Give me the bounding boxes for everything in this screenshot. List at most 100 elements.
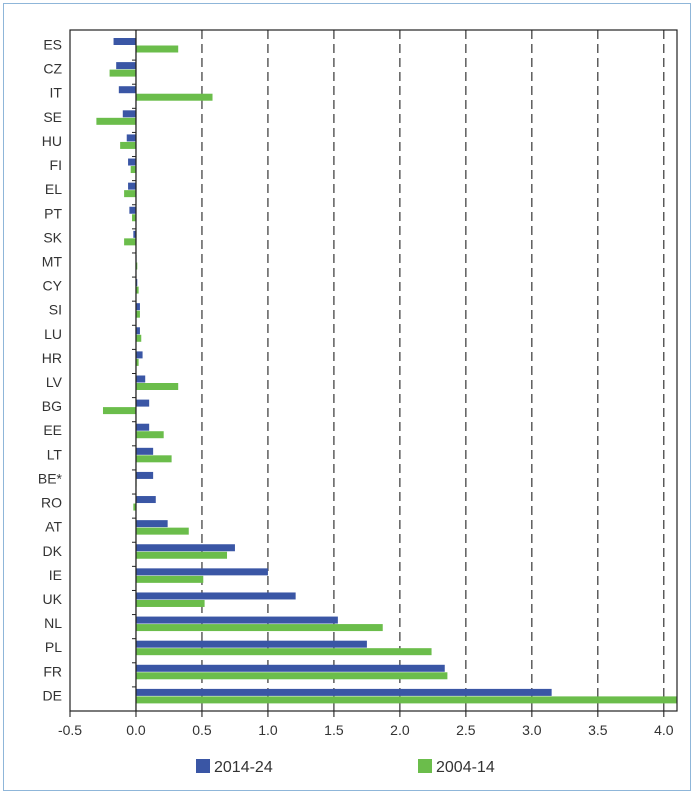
bar-cy-2014-24	[135, 279, 138, 287]
bar-nl-2014-24	[135, 616, 338, 624]
category-label-se: SE	[43, 109, 62, 125]
category-label-hr: HR	[42, 350, 62, 366]
bar-uk-2004-14	[135, 599, 205, 607]
category-label-de: DE	[43, 687, 62, 703]
legend-label-2004-14: 2004-14	[436, 759, 495, 776]
x-tick-label: 1.5	[324, 722, 344, 738]
x-tick-label: 0.5	[192, 722, 212, 738]
bar-ro-2004-14	[133, 503, 136, 511]
bar-ee-2014-24	[135, 423, 150, 431]
x-tick-label: 2.0	[390, 722, 410, 738]
bar-lu-2004-14	[135, 334, 142, 342]
x-tick-label: 1.0	[258, 722, 278, 738]
x-tick-label: 2.5	[456, 722, 476, 738]
bar-es-2004-14	[135, 45, 179, 53]
category-label-at: AT	[45, 519, 62, 535]
bar-ro-2014-24	[135, 496, 156, 504]
x-tick-label: 3.0	[522, 722, 542, 738]
category-label-pt: PT	[44, 205, 62, 221]
category-label-si: SI	[49, 302, 62, 318]
bar-cz-2004-14	[109, 69, 136, 77]
bar-el-2014-24	[128, 182, 136, 190]
bar-sk-2004-14	[124, 238, 136, 246]
category-label-cy: CY	[43, 278, 63, 294]
chart-frame	[3, 3, 691, 791]
category-label-lu: LU	[44, 326, 62, 342]
category-label-hu: HU	[42, 133, 62, 149]
bar-hr-2004-14	[135, 358, 139, 366]
bar-fi-2014-24	[128, 158, 136, 166]
category-label-es: ES	[43, 37, 62, 53]
category-label-be: BE*	[38, 470, 63, 486]
bar-si-2014-24	[135, 303, 140, 311]
bar-be-2014-24	[135, 471, 154, 479]
bar-es-2014-24	[113, 38, 136, 45]
labels: ES CZ IT SE HU FI EL PT SK MT CY SI LU HR LV BG EE LT BE* R…	[38, 37, 674, 739]
bars	[96, 38, 677, 704]
bar-pl-2004-14	[135, 648, 432, 656]
category-label-nl: NL	[44, 615, 62, 631]
category-label-mt: MT	[42, 253, 63, 269]
bar-hu-2004-14	[120, 141, 136, 149]
bar-de-2014-24	[135, 688, 552, 696]
category-label-el: EL	[45, 181, 62, 197]
category-label-dk: DK	[43, 543, 63, 559]
bar-pt-2004-14	[132, 214, 136, 222]
category-label-cz: CZ	[43, 61, 62, 77]
category-label-bg: BG	[42, 398, 62, 414]
bar-ee-2004-14	[135, 431, 164, 439]
bar-at-2004-14	[135, 527, 189, 535]
bar-hu-2014-24	[126, 134, 136, 142]
x-tick-label: 4.0	[654, 722, 674, 738]
bar-ie-2014-24	[135, 568, 268, 576]
x-tick-label: 0.0	[126, 722, 146, 738]
legend-swatch-2004-14	[418, 759, 432, 773]
bar-hr-2014-24	[135, 351, 143, 359]
bar-lv-2004-14	[135, 383, 179, 390]
category-label-lt: LT	[47, 446, 63, 462]
bar-cz-2014-24	[116, 62, 136, 70]
bar-it-2014-24	[118, 86, 136, 94]
bar-sk-2014-24	[133, 230, 136, 238]
category-label-lv: LV	[46, 374, 63, 390]
bar-lt-2004-14	[135, 455, 172, 463]
bar-mt-2004-14	[135, 262, 138, 270]
legend-label-2014-24: 2014-24	[214, 759, 273, 776]
bar-el-2004-14	[124, 190, 136, 198]
category-label-ee: EE	[43, 422, 62, 438]
bar-nl-2004-14	[135, 624, 383, 632]
bar-se-2014-24	[122, 110, 136, 118]
category-label-ro: RO	[41, 495, 62, 511]
bar-bg-2004-14	[102, 407, 136, 415]
bar-lv-2014-24	[135, 375, 146, 383]
legend-swatch-2014-24	[196, 759, 210, 773]
bar-dk-2014-24	[135, 544, 235, 552]
axes	[69, 29, 678, 717]
legend: 2014-24 2004-14	[196, 759, 495, 776]
category-label-pl: PL	[45, 639, 62, 655]
bar-bg-2014-24	[135, 399, 150, 407]
bar-at-2014-24	[135, 520, 168, 528]
category-label-ie: IE	[49, 567, 62, 583]
bar-se-2004-14	[96, 117, 136, 125]
x-tick-label: -0.5	[58, 722, 82, 738]
plot-border	[69, 29, 678, 712]
bar-fi-2004-14	[130, 166, 136, 174]
category-label-uk: UK	[43, 591, 63, 607]
category-label-it: IT	[50, 85, 63, 101]
bar-it-2004-14	[135, 93, 213, 101]
bar-uk-2014-24	[135, 592, 296, 600]
bar-dk-2004-14	[135, 551, 228, 559]
category-label-fi: FI	[50, 157, 62, 173]
bar-cy-2004-14	[135, 286, 139, 294]
gridlines	[201, 30, 665, 711]
bar-ie-2004-14	[135, 575, 204, 583]
category-label-fr: FR	[43, 663, 62, 679]
bar-pt-2014-24	[129, 206, 136, 214]
bar-fr-2014-24	[135, 664, 445, 672]
bar-lt-2014-24	[135, 447, 154, 455]
bar-si-2004-14	[135, 310, 140, 318]
category-label-sk: SK	[43, 229, 62, 245]
bar-fr-2004-14	[135, 672, 448, 680]
